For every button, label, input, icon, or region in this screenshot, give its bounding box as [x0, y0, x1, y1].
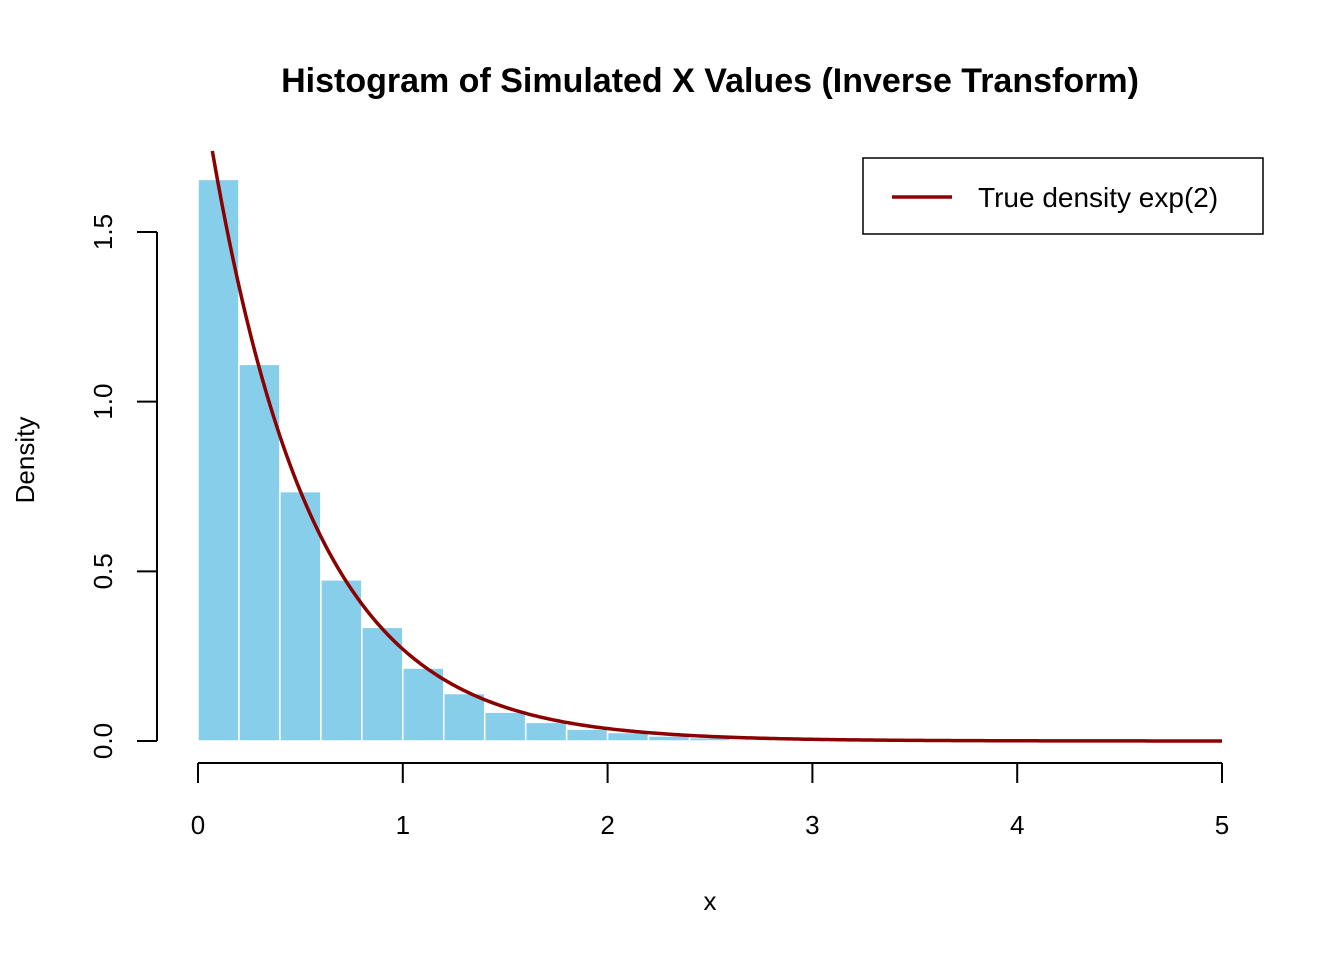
x-tick-label: 0: [191, 810, 205, 840]
histogram-bar: [320, 579, 363, 742]
x-tick-label: 2: [600, 810, 614, 840]
histogram-bar: [197, 178, 240, 742]
histogram-bar: [238, 363, 281, 742]
x-tick-label: 1: [396, 810, 410, 840]
histogram-bar: [279, 490, 322, 742]
density-curve: [210, 150, 1222, 743]
histogram-bar: [402, 667, 445, 742]
x-tick-label: 5: [1215, 810, 1229, 840]
histogram-bar: [483, 711, 527, 742]
histogram-bar: [565, 728, 609, 742]
histogram-bar: [443, 692, 486, 742]
histogram-bar: [524, 721, 568, 742]
legend-label: True density exp(2): [978, 182, 1218, 213]
legend: True density exp(2): [862, 157, 1264, 235]
x-axis: 0 1 2 3 4 5: [191, 762, 1229, 840]
y-tick-label: 0.0: [88, 723, 118, 759]
x-tick-label: 4: [1010, 810, 1024, 840]
y-axis-label: Density: [10, 417, 40, 504]
x-tick-label: 3: [805, 810, 819, 840]
histogram-bars: [197, 178, 896, 742]
y-axis: 0.0 0.5 1.0 1.5: [88, 214, 158, 759]
y-tick-label: 0.5: [88, 553, 118, 589]
y-tick-label: 1.5: [88, 214, 118, 250]
x-axis-label: x: [704, 886, 717, 916]
chart-title: Histogram of Simulated X Values (Inverse…: [281, 62, 1139, 100]
y-tick-label: 1.0: [88, 384, 118, 420]
